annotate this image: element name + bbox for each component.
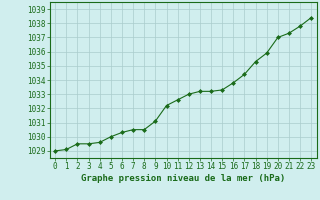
X-axis label: Graphe pression niveau de la mer (hPa): Graphe pression niveau de la mer (hPa)	[81, 174, 285, 183]
